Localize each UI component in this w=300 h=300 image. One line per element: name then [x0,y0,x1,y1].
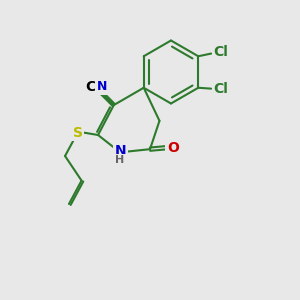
Text: S: S [73,126,82,140]
Text: O: O [167,141,179,155]
Text: N: N [97,80,107,93]
Text: N: N [114,144,126,158]
Text: Cl: Cl [213,82,228,96]
Text: H: H [116,155,125,165]
Text: Cl: Cl [213,45,228,59]
Text: C: C [85,80,95,94]
